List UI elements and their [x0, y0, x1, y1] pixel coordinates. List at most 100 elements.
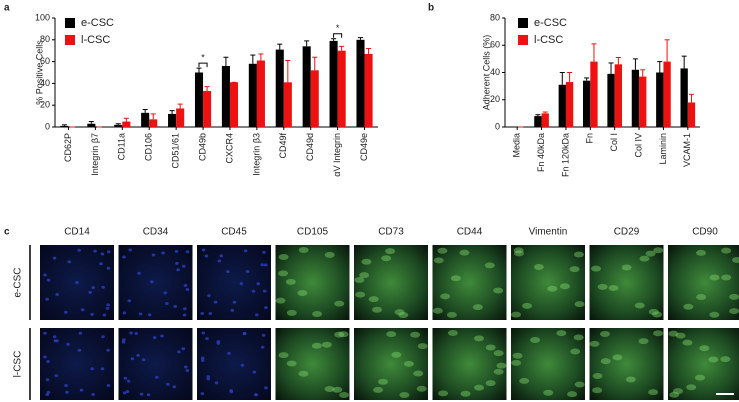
cell — [55, 293, 59, 297]
cell — [260, 263, 264, 267]
cell — [175, 261, 179, 265]
cell — [254, 313, 259, 317]
cell — [106, 250, 111, 254]
error-bar — [196, 67, 202, 73]
column-label: CD14 — [64, 227, 90, 238]
cell — [150, 280, 154, 284]
panel-label: a — [4, 3, 10, 14]
cell — [472, 304, 483, 311]
x-tick-label: CD62P — [63, 133, 73, 162]
y-axis-label: Adherent Cells (%) — [481, 35, 491, 111]
cell — [106, 348, 110, 352]
micrograph — [511, 328, 585, 400]
cell — [106, 266, 111, 270]
micrograph — [40, 328, 114, 400]
cell — [254, 393, 258, 397]
cell — [721, 274, 732, 281]
x-tick-label: CD49e — [359, 133, 369, 161]
cell — [123, 376, 128, 380]
cell — [201, 248, 206, 252]
bar — [687, 102, 696, 127]
cell — [46, 278, 51, 282]
cell — [251, 289, 256, 293]
micrograph — [118, 245, 193, 320]
legend-label: l-CSC — [534, 34, 563, 46]
cell — [673, 388, 684, 395]
column-label: Vimentin — [529, 227, 568, 238]
bar — [639, 76, 647, 127]
significance-bracket — [333, 33, 343, 38]
cell — [43, 273, 47, 277]
cell — [556, 330, 567, 337]
cell — [200, 392, 205, 396]
cell — [612, 354, 623, 361]
cell — [695, 374, 706, 381]
error-bar — [559, 72, 565, 85]
bar — [114, 124, 123, 127]
error-bar — [304, 40, 310, 47]
cell — [105, 306, 110, 310]
cell — [668, 330, 679, 337]
bar — [248, 63, 257, 127]
cell — [79, 388, 84, 392]
legend-swatch — [65, 35, 75, 45]
x-tick-label: VCAM-1 — [682, 133, 692, 167]
cell — [433, 257, 444, 264]
cell — [100, 252, 105, 256]
cell — [386, 331, 397, 338]
x-tick-label: CD51/61 — [171, 133, 181, 169]
y-tick-label: 20 — [490, 94, 500, 104]
cell — [77, 248, 81, 252]
cell — [275, 297, 286, 304]
cell — [230, 308, 235, 312]
cell — [334, 300, 345, 307]
cell — [709, 274, 720, 281]
y-tick-label: 60 — [40, 56, 50, 66]
error-bar — [204, 86, 210, 92]
error-bar — [567, 72, 573, 83]
cell — [278, 270, 289, 277]
cell — [278, 352, 289, 359]
bar — [656, 72, 664, 127]
micrograph — [432, 328, 507, 400]
error-bar — [285, 60, 291, 83]
error-bar — [142, 109, 148, 113]
cell — [361, 258, 372, 265]
micrograph — [589, 245, 664, 320]
cell — [122, 338, 126, 342]
cell — [128, 248, 133, 252]
cell — [311, 342, 322, 349]
bar — [194, 72, 204, 127]
cell — [152, 336, 157, 340]
bar — [614, 64, 622, 127]
legend-label: e-CSC — [534, 17, 567, 29]
bar — [364, 53, 373, 127]
cell — [699, 345, 710, 352]
cell — [645, 250, 656, 257]
cell — [493, 287, 504, 294]
error-bar — [169, 110, 175, 114]
cell — [625, 376, 636, 383]
legend-label: e-CSC — [81, 17, 114, 29]
micrograph — [118, 328, 193, 400]
panel-label: b — [428, 3, 434, 14]
cell — [403, 360, 414, 367]
cell — [372, 306, 383, 313]
bar — [631, 69, 640, 127]
cell — [213, 300, 218, 304]
cell — [176, 268, 180, 272]
bar — [149, 119, 158, 127]
cell — [45, 378, 50, 382]
cell — [165, 302, 169, 306]
cell — [262, 289, 267, 293]
cell — [208, 311, 213, 315]
error-bar — [688, 93, 694, 103]
cell — [185, 287, 190, 291]
bar — [302, 46, 311, 128]
cell — [43, 355, 47, 359]
cell — [136, 353, 140, 357]
bar — [141, 112, 150, 127]
bar — [590, 61, 598, 127]
cell — [141, 358, 146, 362]
cell — [126, 379, 131, 383]
